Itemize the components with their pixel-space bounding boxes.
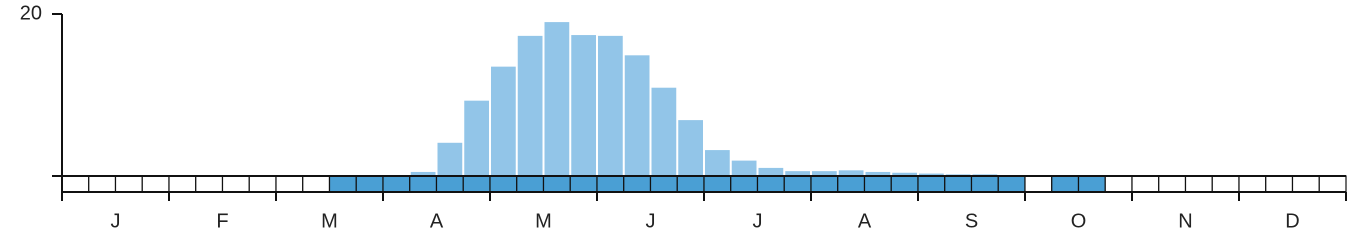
presence-cell	[542, 175, 571, 193]
presence-cell	[703, 175, 732, 193]
presence-cell	[997, 175, 1026, 193]
presence-cell	[1131, 175, 1160, 193]
presence-cell	[248, 175, 277, 193]
y-tick-label: 20	[20, 2, 42, 24]
presence-cell	[275, 175, 304, 193]
presence-cell	[676, 175, 705, 193]
presence-cell	[435, 175, 464, 193]
presence-cell	[1291, 175, 1320, 193]
month-label: O	[1071, 210, 1087, 232]
bar	[838, 170, 864, 176]
presence-cell	[783, 175, 812, 193]
presence-cell	[649, 175, 678, 193]
month-label: M	[535, 210, 552, 232]
bar	[812, 171, 837, 176]
presence-cell	[569, 175, 598, 193]
presence-cell	[516, 175, 545, 193]
presence-cell	[756, 175, 785, 193]
presence-cell	[221, 175, 250, 193]
presence-cell	[328, 175, 357, 193]
presence-cell	[1184, 175, 1213, 193]
bar	[919, 173, 944, 176]
presence-cell	[1024, 175, 1053, 193]
presence-cell	[917, 175, 946, 193]
presence-cell	[355, 175, 384, 193]
month-label: A	[858, 210, 872, 232]
bar	[517, 35, 543, 177]
presence-cell	[1211, 175, 1240, 193]
month-label: J	[111, 210, 121, 232]
month-label: J	[646, 210, 656, 232]
month-label: M	[321, 210, 338, 232]
presence-cell	[623, 175, 652, 193]
presence-cell	[863, 175, 892, 193]
bar	[892, 172, 917, 176]
presence-cell	[1077, 175, 1106, 193]
month-label: F	[216, 210, 228, 232]
bar	[410, 171, 436, 176]
bar	[437, 142, 463, 176]
presence-cell	[88, 175, 117, 193]
presence-cell	[302, 175, 331, 193]
month-label: S	[965, 210, 978, 232]
presence-cell	[141, 175, 170, 193]
presence-cell	[1158, 175, 1187, 193]
month-label: A	[430, 210, 444, 232]
bar	[651, 87, 677, 176]
presence-cell	[61, 175, 90, 193]
bar	[785, 171, 810, 176]
bar	[598, 35, 623, 177]
presence-cell	[810, 175, 839, 193]
presence-cell	[1104, 175, 1133, 193]
bar	[624, 55, 650, 177]
presence-cell	[596, 175, 625, 193]
presence-cell	[730, 175, 759, 193]
presence-cell	[489, 175, 518, 193]
presence-cell	[970, 175, 999, 193]
month-label: J	[753, 210, 763, 232]
bar	[544, 22, 570, 176]
presence-cell	[114, 175, 143, 193]
presence-cell	[1318, 175, 1347, 193]
bar	[758, 167, 784, 176]
presence-cell	[890, 175, 919, 193]
presence-cell	[168, 175, 197, 193]
presence-cell	[944, 175, 973, 193]
bar	[705, 150, 730, 176]
presence-cell	[382, 175, 411, 193]
bar	[464, 100, 489, 176]
presence-cell	[409, 175, 438, 193]
month-label: N	[1178, 210, 1192, 232]
presence-cell	[195, 175, 224, 193]
bar	[491, 66, 516, 176]
presence-cell	[837, 175, 866, 193]
presence-cell	[1265, 175, 1294, 193]
presence-cell	[462, 175, 491, 193]
bar	[865, 171, 891, 176]
month-label: D	[1285, 210, 1299, 232]
presence-cell	[1238, 175, 1267, 193]
bar	[571, 35, 596, 177]
bar	[678, 120, 703, 176]
presence-cell	[1051, 175, 1080, 193]
bar	[731, 160, 757, 176]
